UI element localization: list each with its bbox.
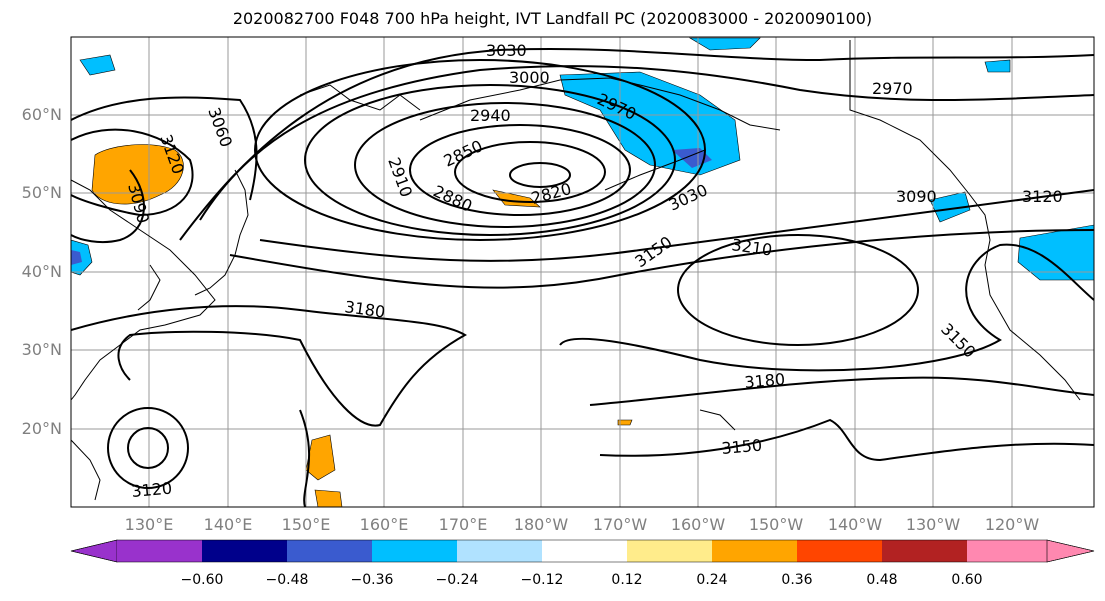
lon-label: 140°W — [827, 515, 883, 534]
lon-label: 130°E — [124, 515, 174, 534]
shade-top-center-neg — [688, 37, 761, 51]
lon-label: 170°W — [592, 515, 648, 534]
colorbar-bin — [627, 540, 712, 562]
colorbar — [70, 539, 1095, 563]
shade-west-coast-neg2 — [71, 250, 82, 265]
colorbar-extend-high — [1046, 539, 1095, 563]
colorbar-bin — [882, 540, 967, 562]
lon-label: 160°E — [359, 515, 409, 534]
shade-us-negative — [1017, 224, 1094, 281]
colorbar-bin — [542, 540, 627, 562]
colorbar-bin — [202, 540, 287, 562]
contour-label: 3030 — [486, 41, 527, 60]
colorbar-tick-label: 0.12 — [611, 572, 643, 588]
contour-label: 3090 — [896, 187, 937, 206]
lon-label: 150°W — [748, 515, 804, 534]
colorbar-tick-label: 0.36 — [781, 572, 813, 588]
colorbar-tick-label: −0.24 — [435, 572, 479, 588]
lat-label: 40°N — [21, 262, 62, 281]
colorbar-tick-label: −0.36 — [350, 572, 394, 588]
colorbar-tick-label: −0.48 — [265, 572, 309, 588]
contour-label: 2940 — [470, 106, 511, 125]
map-frame — [70, 36, 1095, 508]
lat-label: 50°N — [21, 183, 62, 202]
colorbar-outline — [70, 539, 1095, 563]
shade-west-pacific-positive — [91, 144, 184, 205]
height-contours — [71, 48, 1094, 507]
colorbar-tick-label: 0.24 — [696, 572, 728, 588]
shade-tropic-positive2 — [314, 489, 343, 507]
lon-label: 160°W — [670, 515, 726, 534]
lat-label: 60°N — [21, 105, 62, 124]
colorbar-bin — [372, 540, 457, 562]
shade-bc-negative — [929, 191, 971, 223]
shade-tropic-positive3 — [617, 419, 633, 426]
contour-labels: 3030 3000 2970 2940 2850 2910 2880 2820 … — [124, 41, 1063, 501]
lon-label: 130°W — [905, 515, 961, 534]
contour-label: 2970 — [872, 79, 913, 98]
colorbar-bin — [967, 540, 1047, 562]
contour-label: 3150 — [721, 436, 763, 458]
colorbar-tick-label: −0.60 — [180, 572, 224, 588]
colorbar-tick-label: −0.12 — [520, 572, 564, 588]
colorbar-tick-label: 0.60 — [951, 572, 983, 588]
lon-label: 120°W — [984, 515, 1040, 534]
lon-label: 180°W — [513, 515, 569, 534]
lat-label: 20°N — [21, 419, 62, 438]
contour-label: 3120 — [1022, 187, 1063, 206]
colorbar-extend-low — [70, 539, 118, 563]
colorbar-tick-label: 0.48 — [866, 572, 898, 588]
lat-label: 30°N — [21, 340, 62, 359]
lon-label: 170°E — [438, 515, 488, 534]
map-title: 2020082700 F048 700 hPa height, IVT Land… — [232, 9, 873, 28]
colorbar-bin — [712, 540, 797, 562]
lon-label: 150°E — [281, 515, 331, 534]
contour-label: 3120 — [131, 479, 173, 501]
colorbar-bin — [117, 540, 202, 562]
shade-west-coast-negative — [71, 239, 93, 276]
shade-nw-coast — [984, 59, 1011, 73]
contour-label: 3000 — [509, 68, 550, 87]
colorbar-bin — [797, 540, 882, 562]
lon-label: 140°E — [203, 515, 253, 534]
contour-label: 3180 — [744, 370, 786, 392]
colorbar-bin — [287, 540, 372, 562]
shade-tropic-positive — [305, 434, 336, 481]
shade-top-left-neg — [79, 54, 116, 76]
colorbar-bin — [457, 540, 542, 562]
